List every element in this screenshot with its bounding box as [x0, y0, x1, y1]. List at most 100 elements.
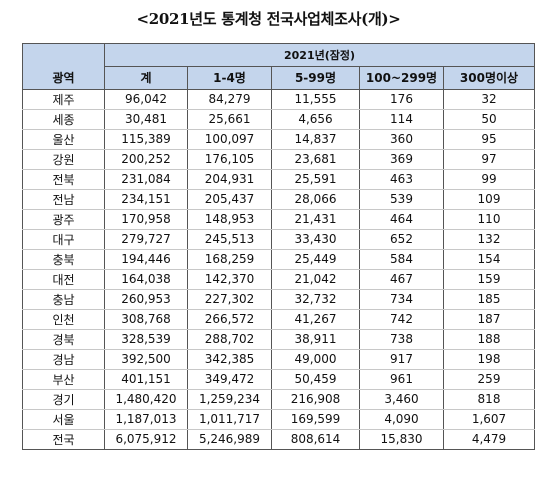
size-100-299-cell: 4,090: [359, 408, 444, 430]
total-cell: 96,042: [104, 88, 188, 110]
size-1-4-cell: 288,702: [187, 328, 272, 350]
region-cell: 울산: [22, 128, 105, 150]
size-300-plus-cell: 259: [443, 368, 535, 390]
size-300-plus-cell: 95: [443, 128, 535, 150]
table-row: 광주 170,958 148,953 21,431 464 110: [22, 208, 535, 230]
size-100-299-cell: 539: [359, 188, 444, 210]
size-300-plus-cell: 109: [443, 188, 535, 210]
size-5-99-cell: 49,000: [271, 348, 360, 370]
size-5-99-cell: 14,837: [271, 128, 360, 150]
region-cell: 대전: [22, 268, 105, 290]
total-cell: 200,252: [104, 148, 188, 170]
corner-cell: [22, 43, 105, 66]
size-1-4-cell: 25,661: [187, 108, 272, 130]
size-100-299-cell: 463: [359, 168, 444, 190]
size-5-99-cell: 4,656: [271, 108, 360, 130]
size-100-299-cell: 15,830: [359, 428, 444, 450]
table-row: 세종 30,481 25,661 4,656 114 50: [22, 108, 535, 130]
size-300-plus-cell: 99: [443, 168, 535, 190]
table-row: 전남 234,151 205,437 28,066 539 109: [22, 188, 535, 210]
size-100-299-cell: 360: [359, 128, 444, 150]
region-cell: 경남: [22, 348, 105, 370]
size-5-99-cell: 38,911: [271, 328, 360, 350]
total-cell: 308,768: [104, 308, 188, 330]
table-row: 충남 260,953 227,302 32,732 734 185: [22, 288, 535, 310]
size-100-299-cell: 176: [359, 88, 444, 110]
region-cell: 전남: [22, 188, 105, 210]
size-1-4-cell: 168,259: [187, 248, 272, 270]
size-5-99-cell: 50,459: [271, 368, 360, 390]
size-1-4-cell: 205,437: [187, 188, 272, 210]
table-row: 서울 1,187,013 1,011,717 169,599 4,090 1,607: [22, 408, 535, 430]
region-cell: 인천: [22, 308, 105, 330]
total-cell: 194,446: [104, 248, 188, 270]
size-5-99-cell: 41,267: [271, 308, 360, 330]
region-cell: 충남: [22, 288, 105, 310]
table-row: 전북 231,084 204,931 25,591 463 99: [22, 168, 535, 190]
size-100-299-cell: 3,460: [359, 388, 444, 410]
size-1-4-cell: 5,246,989: [187, 428, 272, 450]
size-5-99-cell: 25,449: [271, 248, 360, 270]
total-cell: 401,151: [104, 368, 188, 390]
size-300-plus-cell: 818: [443, 388, 535, 410]
total-cell: 115,389: [104, 128, 188, 150]
column-header-100-299: 100~299명: [359, 65, 444, 90]
total-cell: 30,481: [104, 108, 188, 130]
size-1-4-cell: 245,513: [187, 228, 272, 250]
size-300-plus-cell: 32: [443, 88, 535, 110]
size-100-299-cell: 961: [359, 368, 444, 390]
column-header-region: 광역: [22, 66, 105, 90]
total-cell: 279,727: [104, 228, 188, 250]
total-cell: 260,953: [104, 288, 188, 310]
size-5-99-cell: 169,599: [271, 408, 360, 430]
group-header-2021: 2021년(잠정): [104, 43, 535, 67]
size-5-99-cell: 11,555: [271, 88, 360, 110]
table-row: 울산 115,389 100,097 14,837 360 95: [22, 128, 535, 150]
size-1-4-cell: 100,097: [187, 128, 272, 150]
total-cell: 392,500: [104, 348, 188, 370]
size-100-299-cell: 742: [359, 308, 444, 330]
size-5-99-cell: 23,681: [271, 148, 360, 170]
total-cell: 6,075,912: [104, 428, 188, 450]
column-header-1-4: 1-4명: [187, 65, 272, 90]
size-100-299-cell: 734: [359, 288, 444, 310]
size-1-4-cell: 204,931: [187, 168, 272, 190]
size-100-299-cell: 114: [359, 108, 444, 130]
region-cell: 서울: [22, 408, 105, 430]
size-300-plus-cell: 1,607: [443, 408, 535, 430]
region-cell: 강원: [22, 148, 105, 170]
table-row: 인천 308,768 266,572 41,267 742 187: [22, 308, 535, 330]
table-body: 제주 96,042 84,279 11,555 176 32 세종 30,481 25,661 4…: [22, 88, 535, 450]
size-1-4-cell: 342,385: [187, 348, 272, 370]
region-cell: 제주: [22, 88, 105, 110]
size-300-plus-cell: 132: [443, 228, 535, 250]
table-row: 경기 1,480,420 1,259,234 216,908 3,460 818: [22, 388, 535, 410]
size-1-4-cell: 227,302: [187, 288, 272, 310]
column-header-row: 광역 계 1-4명 5-99명 100~299명 300명이상: [22, 65, 535, 90]
size-1-4-cell: 349,472: [187, 368, 272, 390]
total-cell: 234,151: [104, 188, 188, 210]
size-300-plus-cell: 185: [443, 288, 535, 310]
region-cell: 부산: [22, 368, 105, 390]
size-5-99-cell: 33,430: [271, 228, 360, 250]
table-row: 경북 328,539 288,702 38,911 738 188: [22, 328, 535, 350]
region-cell: 세종: [22, 108, 105, 130]
table-row: 충북 194,446 168,259 25,449 584 154: [22, 248, 535, 270]
column-header-total: 계: [104, 65, 188, 90]
size-300-plus-cell: 50: [443, 108, 535, 130]
region-cell: 경북: [22, 328, 105, 350]
region-cell: 전북: [22, 168, 105, 190]
size-1-4-cell: 266,572: [187, 308, 272, 330]
size-100-299-cell: 738: [359, 328, 444, 350]
size-1-4-cell: 176,105: [187, 148, 272, 170]
size-100-299-cell: 369: [359, 148, 444, 170]
size-300-plus-cell: 159: [443, 268, 535, 290]
size-300-plus-cell: 97: [443, 148, 535, 170]
business-survey-table: 2021년(잠정) 광역 계 1-4명 5-99명 100~299명 300명이…: [22, 43, 535, 450]
size-5-99-cell: 32,732: [271, 288, 360, 310]
total-cell: 1,187,013: [104, 408, 188, 430]
size-5-99-cell: 808,614: [271, 428, 360, 450]
size-1-4-cell: 1,259,234: [187, 388, 272, 410]
total-cell: 231,084: [104, 168, 188, 190]
table-row: 강원 200,252 176,105 23,681 369 97: [22, 148, 535, 170]
